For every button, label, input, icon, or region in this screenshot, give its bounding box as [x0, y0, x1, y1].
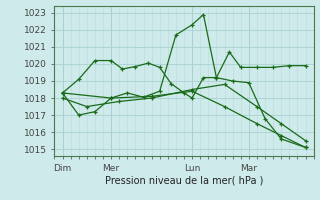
X-axis label: Pression niveau de la mer( hPa ): Pression niveau de la mer( hPa ) — [105, 175, 263, 185]
